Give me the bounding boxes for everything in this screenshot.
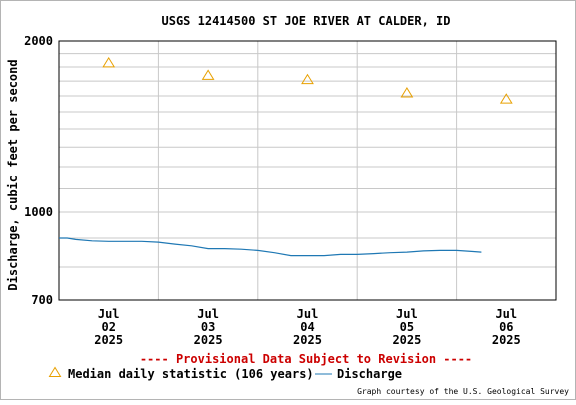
x-tick-label: 06 bbox=[499, 320, 513, 334]
y-tick-label: 700 bbox=[31, 293, 53, 307]
x-tick-label: Jul bbox=[98, 307, 120, 321]
x-tick-label: 04 bbox=[300, 320, 314, 334]
discharge-line bbox=[59, 237, 482, 257]
plot-area bbox=[58, 40, 557, 301]
y-axis-label: Discharge, cubic feet per second bbox=[6, 59, 20, 290]
median-marker bbox=[400, 87, 414, 98]
x-tick-label: Jul bbox=[396, 307, 418, 321]
legend-label-discharge: Discharge bbox=[337, 367, 402, 381]
y-axis-ticks: 700 1000 2000 bbox=[24, 34, 53, 307]
x-tick-label: 2025 bbox=[94, 333, 123, 347]
median-marker bbox=[102, 56, 116, 68]
legend-label-median: Median daily statistic (106 years) bbox=[68, 367, 314, 381]
median-marker bbox=[201, 69, 215, 80]
median-marker bbox=[499, 93, 513, 104]
x-tick-label: 2025 bbox=[194, 333, 223, 347]
x-tick-label: 05 bbox=[400, 320, 414, 334]
provisional-notice: ---- Provisional Data Subject to Revisio… bbox=[140, 352, 472, 366]
x-tick-label: 2025 bbox=[492, 333, 521, 347]
legend: Median daily statistic (106 years) Disch… bbox=[48, 366, 402, 381]
x-axis-ticks: Jul022025Jul032025Jul042025Jul052025Jul0… bbox=[94, 307, 521, 347]
x-tick-label: 2025 bbox=[293, 333, 322, 347]
credit-text: Graph courtesy of the U.S. Geological Su… bbox=[357, 387, 569, 396]
grid-lines bbox=[59, 41, 556, 300]
chart-title: USGS 12414500 ST JOE RIVER AT CALDER, ID bbox=[162, 14, 451, 28]
x-tick-label: Jul bbox=[197, 307, 219, 321]
median-marker bbox=[301, 73, 314, 85]
legend-triangle-icon bbox=[48, 366, 62, 377]
x-tick-label: 2025 bbox=[392, 333, 421, 347]
y-tick-label: 1000 bbox=[24, 205, 53, 219]
series-layer bbox=[59, 56, 513, 257]
x-tick-label: Jul bbox=[495, 307, 517, 321]
x-tick-label: 03 bbox=[201, 320, 215, 334]
x-tick-label: Jul bbox=[297, 307, 319, 321]
x-tick-label: 02 bbox=[101, 320, 115, 334]
y-tick-label: 2000 bbox=[24, 34, 53, 48]
